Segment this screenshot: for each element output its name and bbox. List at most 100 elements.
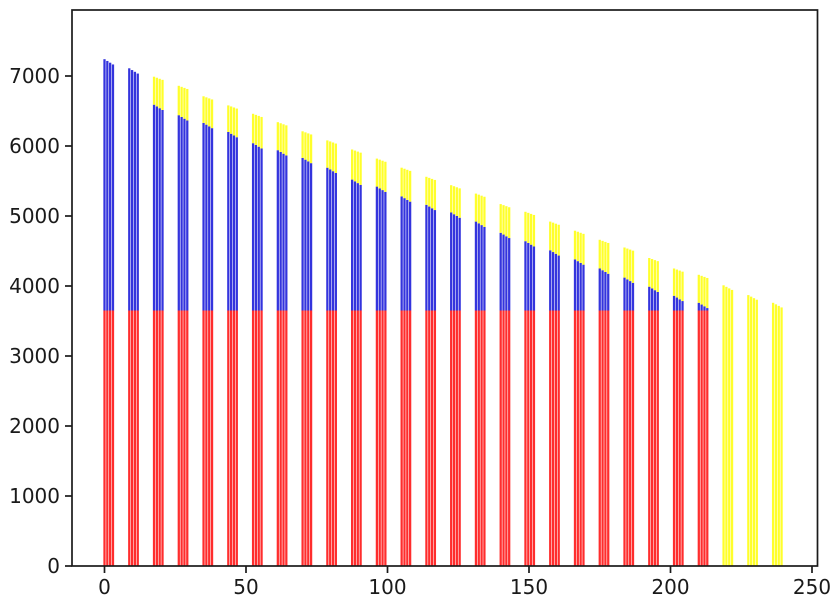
- bar-segment-red: [152, 310, 156, 566]
- bar-segment-red: [158, 310, 161, 566]
- bar-segment-blue: [579, 262, 582, 311]
- bar-segment-blue: [502, 234, 505, 311]
- bar-segment-yellow: [474, 193, 478, 222]
- bar-segment-yellow: [230, 106, 233, 134]
- bar-segment-yellow: [235, 108, 238, 138]
- bar-segment-blue: [576, 261, 579, 311]
- bar-segment-red: [706, 310, 709, 566]
- bar-segment-yellow: [425, 176, 428, 205]
- bar-segment-blue: [483, 226, 486, 311]
- bar-segment-blue: [452, 214, 456, 311]
- bar-yellow-only: [774, 304, 778, 566]
- bar-segment-yellow: [177, 85, 180, 116]
- bar-segment-blue: [697, 302, 700, 311]
- x-tick-label: 50: [233, 575, 258, 599]
- bar-segment-yellow: [202, 96, 205, 123]
- x-tick-label: 250: [793, 575, 831, 599]
- bar-segment-red: [210, 310, 214, 566]
- bar-segment-blue: [433, 210, 437, 311]
- bar-segment-yellow: [180, 86, 183, 117]
- y-tick-label: 5000: [9, 204, 60, 228]
- bar-segment-red: [678, 310, 681, 566]
- bar-segment-red: [648, 310, 651, 566]
- bar-segment-blue: [155, 106, 158, 311]
- bar-segment-red: [551, 310, 555, 566]
- bar-segment-red: [356, 310, 359, 566]
- bar-segment-red: [601, 310, 604, 566]
- bar-segment-yellow: [378, 159, 381, 189]
- bar-segment-red: [186, 310, 189, 566]
- bar-segment-blue: [425, 204, 428, 311]
- bar-segment-yellow: [505, 206, 508, 237]
- axes-spines: [71, 9, 819, 567]
- bar-segment-blue: [384, 191, 387, 311]
- bar-yellow-only: [777, 305, 780, 566]
- bar-segment-yellow: [232, 107, 236, 136]
- bar-segment-blue: [400, 196, 403, 311]
- bar-segment-red: [430, 310, 434, 566]
- bar-segment-yellow: [359, 152, 362, 185]
- bar-segment-blue: [430, 208, 434, 311]
- bar-segment-blue: [474, 221, 478, 311]
- bar-segment-blue: [650, 288, 654, 311]
- bar-segment-red: [279, 310, 282, 566]
- bar-segment-red: [573, 310, 577, 566]
- bar-segment-blue: [260, 148, 263, 311]
- bar-segment-blue: [186, 120, 189, 311]
- bar-segment-red: [576, 310, 579, 566]
- bars-layer: [103, 59, 783, 566]
- bar-segment-yellow: [697, 274, 700, 303]
- bar-segment-red: [425, 310, 428, 566]
- bar-segment-yellow: [329, 141, 332, 170]
- bar-segment-blue: [527, 242, 530, 311]
- bar-segment-yellow: [700, 275, 703, 305]
- bar-segment-red: [499, 310, 502, 566]
- bar-segment-red: [384, 310, 387, 566]
- bar-segment-blue: [623, 277, 626, 311]
- bar-segment-red: [672, 310, 676, 566]
- bar-segment-yellow: [551, 222, 555, 253]
- bar-segment-red: [623, 310, 626, 566]
- bar-segment-red: [202, 310, 205, 566]
- bar-segment-red: [532, 310, 536, 566]
- bar-segment-red: [455, 310, 458, 566]
- bar-segment-yellow: [455, 187, 458, 216]
- y-tick-label: 4000: [9, 274, 60, 298]
- bar-segment-blue: [554, 253, 558, 311]
- bar-segment-red: [257, 310, 260, 566]
- bar-segment-blue: [208, 126, 211, 311]
- bar-segment-red: [329, 310, 332, 566]
- bar-segment-blue: [301, 157, 304, 311]
- bar-segment-red: [549, 310, 552, 566]
- bar-segment-red: [527, 310, 530, 566]
- x-tick-label: 100: [368, 575, 406, 599]
- bar-segment-red: [554, 310, 558, 566]
- bar-segment-yellow: [353, 150, 357, 182]
- bar-segment-blue: [678, 299, 681, 311]
- bar-segment-yellow: [430, 178, 434, 209]
- bar-segment-red: [458, 310, 461, 566]
- bar-segment-red: [450, 310, 453, 566]
- bar-segment-yellow: [227, 105, 230, 132]
- bar-segment-red: [109, 310, 112, 566]
- bar-segment-yellow: [629, 249, 632, 282]
- bar-segment-blue: [130, 70, 134, 311]
- bar-segment-red: [409, 310, 412, 566]
- bar-segment-blue: [601, 270, 604, 311]
- axes-layer: 0 50 100 150 200 250 0 1000 2000 3000 4000 5000 6000…: [9, 9, 831, 599]
- bar-segment-red: [452, 310, 456, 566]
- bar-segment-yellow: [626, 248, 629, 280]
- bar-segment-blue: [128, 68, 131, 311]
- bar-segment-blue: [607, 273, 610, 311]
- bar-segment-yellow: [326, 140, 329, 168]
- bar-segment-blue: [450, 212, 453, 311]
- bar-segment-yellow: [678, 270, 681, 300]
- bar-segment-blue: [205, 124, 208, 311]
- bar-segment-blue: [505, 236, 508, 311]
- bar-segment-blue: [183, 118, 186, 311]
- bar-segment-yellow: [208, 98, 211, 127]
- bar-segment-blue: [681, 301, 684, 311]
- bar-segment-red: [304, 310, 307, 566]
